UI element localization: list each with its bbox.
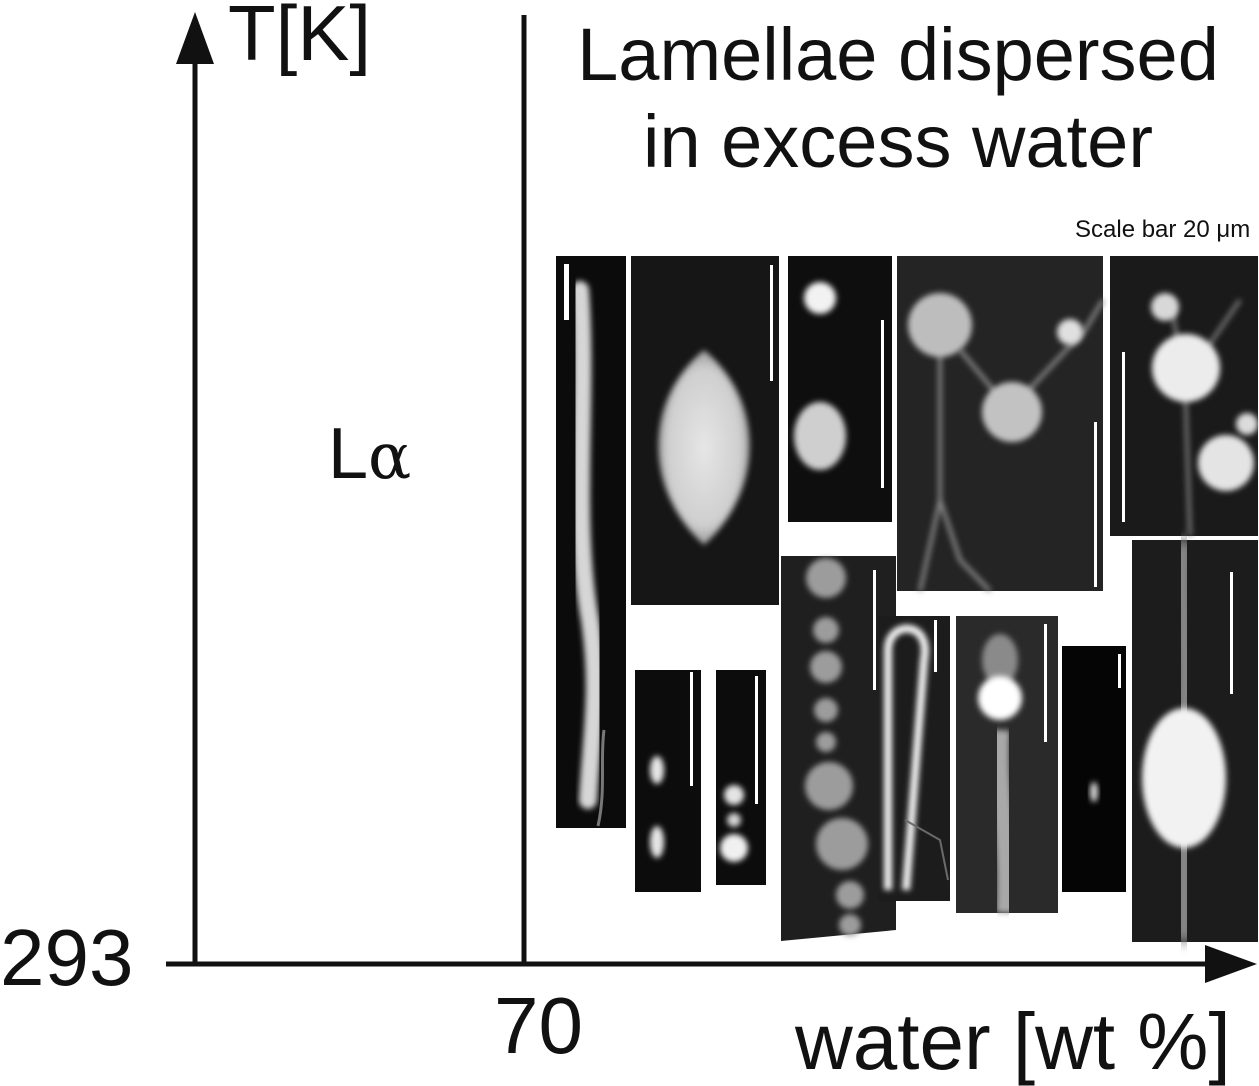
micrograph-panel bbox=[1132, 538, 1258, 942]
x-axis bbox=[166, 945, 1257, 983]
phase-label: Lα bbox=[328, 418, 411, 490]
micrograph-panel bbox=[956, 616, 1058, 914]
x-axis-arrow-icon bbox=[1205, 945, 1257, 983]
micrograph-panel bbox=[781, 556, 896, 941]
scale-bar bbox=[934, 620, 937, 672]
micrograph-panel bbox=[635, 670, 701, 892]
micrograph-collage bbox=[556, 256, 1258, 942]
phase-letter: L bbox=[328, 414, 369, 494]
scale-bar bbox=[564, 264, 569, 320]
micrograph-panel bbox=[1062, 646, 1126, 892]
x-axis-title: water [wt %] bbox=[795, 997, 1231, 1086]
scale-bar-note: Scale bar 20 μm bbox=[1075, 216, 1251, 243]
y-axis-title: T[K] bbox=[228, 0, 372, 77]
scale-bar bbox=[873, 570, 876, 690]
scale-bar bbox=[690, 672, 693, 786]
scale-bar bbox=[1094, 422, 1097, 587]
phase-subscript: α bbox=[368, 420, 412, 494]
region-title: Lamellae dispersed in excess water bbox=[577, 13, 1219, 183]
micrograph-panel bbox=[716, 670, 766, 885]
scale-bar bbox=[770, 265, 773, 381]
y-axis bbox=[176, 12, 214, 964]
scale-bar bbox=[1118, 654, 1121, 688]
scale-bar bbox=[1230, 572, 1233, 694]
y-axis-arrow-icon bbox=[176, 12, 214, 64]
scale-bar bbox=[881, 320, 884, 488]
micrograph-panel bbox=[878, 616, 950, 901]
x-axis-tick-label: 70 bbox=[494, 981, 583, 1070]
micrograph-panel bbox=[631, 256, 779, 605]
scale-bar bbox=[755, 676, 758, 804]
micrograph-panel bbox=[1110, 256, 1258, 537]
micrograph-panel bbox=[556, 256, 626, 828]
scale-bar bbox=[1122, 352, 1125, 522]
scale-bar bbox=[1044, 624, 1047, 742]
micrograph-panel bbox=[788, 256, 892, 522]
y-axis-tick-label: 293 bbox=[0, 913, 134, 1002]
micrograph-panel bbox=[897, 256, 1105, 593]
